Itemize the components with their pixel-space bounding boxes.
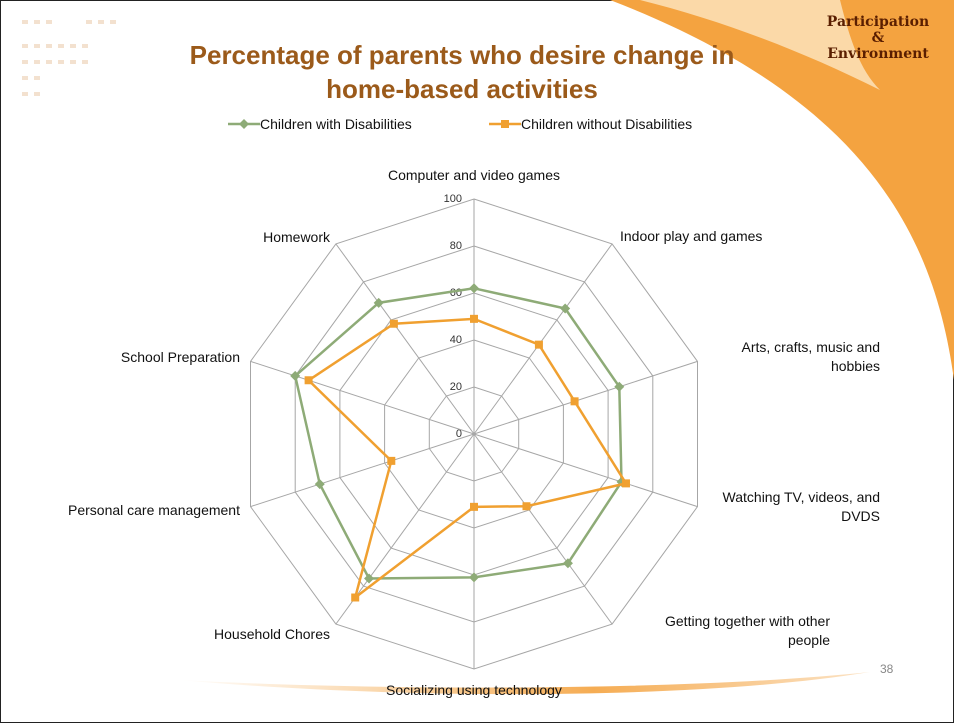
legend-marker	[501, 120, 509, 128]
section-tag: &	[871, 30, 885, 46]
category-label: Arts, crafts, music and hobbies	[741, 339, 880, 374]
chart-title: home-based activities	[326, 74, 598, 104]
marker	[304, 376, 313, 385]
spoke	[473, 433, 698, 508]
marker	[621, 479, 630, 488]
category-label: Homework	[263, 229, 330, 245]
legend-marker	[239, 119, 249, 129]
marker	[560, 303, 571, 314]
marker	[389, 319, 398, 328]
section-tag: Environment	[827, 46, 929, 62]
corner-highlight	[640, 0, 880, 90]
marker	[534, 340, 543, 349]
category-label: Indoor play and games	[620, 228, 763, 244]
category-label: Personal care management	[68, 502, 240, 518]
marker	[364, 573, 375, 584]
marker	[469, 283, 479, 294]
spoke	[335, 433, 475, 625]
category-label: Watching TV, videos, and DVDS	[722, 489, 880, 524]
category-label: Socializing using technology	[386, 682, 562, 698]
category-label: Household Chores	[214, 626, 330, 642]
chart-title: Percentage of parents who desire change …	[189, 40, 735, 70]
marker	[351, 593, 360, 602]
page-number: 38	[880, 662, 894, 676]
legend-label: Children with Disabilities	[260, 116, 412, 132]
r-tick-label: 0	[456, 428, 462, 440]
marker	[387, 456, 396, 465]
bottom-swoosh	[180, 672, 870, 695]
r-tick-label: 20	[450, 381, 462, 393]
section-tag: Participation	[826, 14, 930, 30]
marker	[562, 558, 573, 569]
corner-dots	[22, 20, 116, 96]
category-label: Getting together with other people	[665, 613, 830, 648]
category-label: School Preparation	[120, 349, 240, 365]
marker	[522, 502, 531, 511]
spoke	[473, 360, 698, 435]
marker	[373, 297, 384, 308]
marker	[570, 397, 579, 406]
marker	[290, 370, 301, 381]
legend-label: Children without Disabilities	[521, 116, 693, 132]
spoke	[250, 433, 475, 508]
marker	[470, 314, 478, 323]
r-tick-label: 100	[444, 193, 462, 205]
marker	[470, 502, 478, 511]
spoke	[335, 243, 475, 435]
marker	[314, 479, 325, 490]
spoke	[473, 243, 613, 435]
r-tick-label: 80	[450, 240, 462, 252]
category-label: Computer and video games	[388, 167, 560, 183]
r-tick-label: 40	[450, 334, 462, 346]
marker	[614, 381, 625, 392]
corner-decoration	[610, 0, 954, 380]
spoke	[250, 360, 475, 435]
marker	[469, 572, 479, 583]
spoke	[473, 433, 613, 625]
